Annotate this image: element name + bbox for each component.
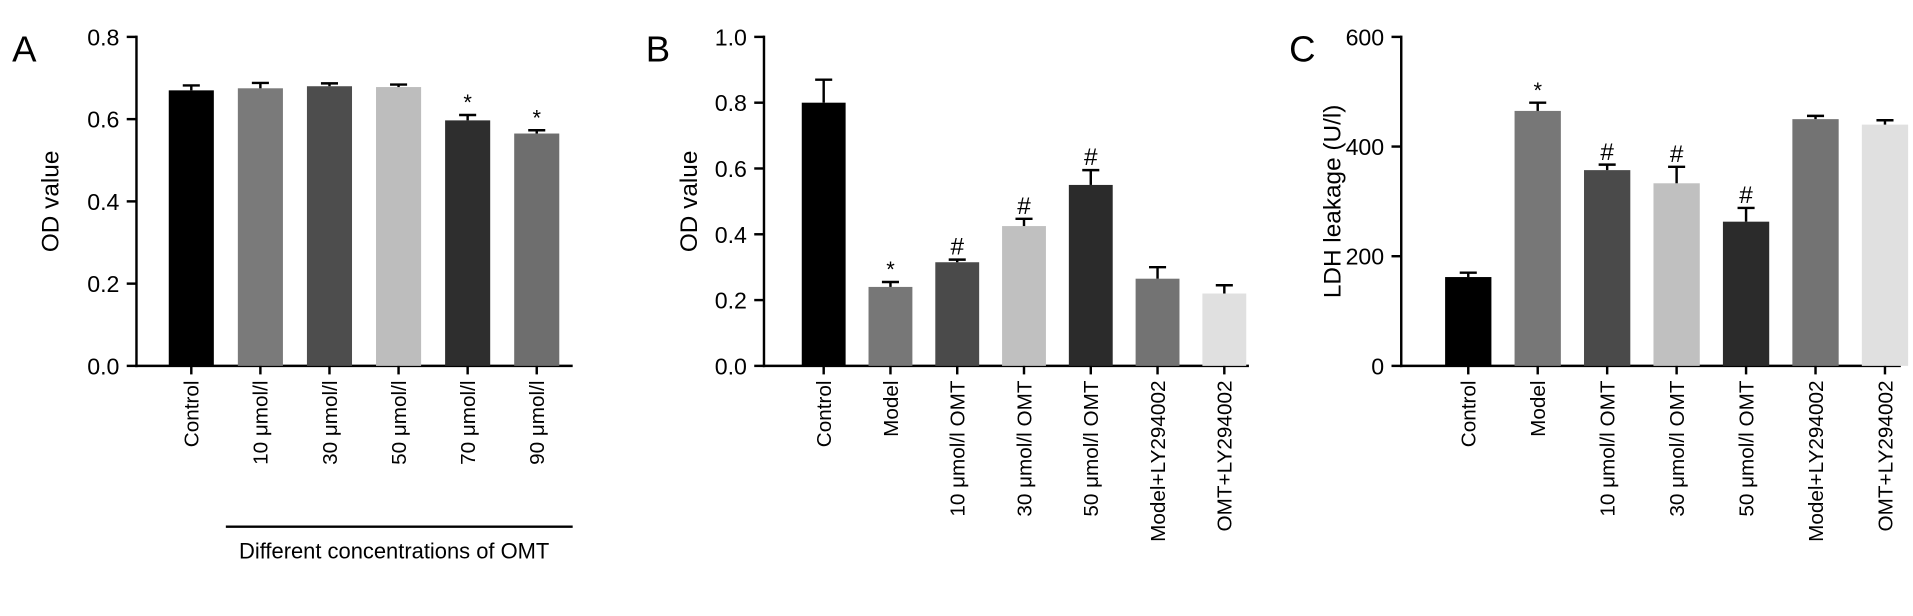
y-tick-label: 0.0 <box>715 353 747 379</box>
x-tick-label: OMT+LY294002 <box>1214 380 1237 531</box>
x-tick-label: 10 μmol/l <box>250 380 273 464</box>
bar <box>376 87 422 366</box>
bar <box>935 262 980 366</box>
x-tick-label: OMT+LY294002 <box>1874 380 1897 531</box>
bar <box>306 86 353 366</box>
bar <box>1068 184 1113 366</box>
panel-label: B <box>646 28 670 69</box>
y-tick-label: 0.6 <box>715 156 747 182</box>
y-tick-label: 0.0 <box>87 353 119 379</box>
bar <box>1584 170 1631 366</box>
bar <box>1792 119 1839 366</box>
significance-mark: * <box>463 90 472 115</box>
bar <box>1653 183 1700 366</box>
x-tick-label: 50 μmol/l <box>388 380 411 464</box>
x-tick-label: Model <box>1527 380 1550 436</box>
y-axis-label: OD value <box>37 151 64 253</box>
significance-mark: * <box>886 257 895 282</box>
x-tick-label: 70 μmol/l <box>457 380 480 464</box>
bar <box>445 120 491 366</box>
significance-mark: # <box>950 234 964 261</box>
x-tick-label: Control <box>813 380 836 447</box>
x-tick-label: 10 μmol/l OMT <box>947 380 970 517</box>
x-tick-label: Control <box>1458 380 1481 447</box>
y-axis-label: OD value <box>676 151 703 253</box>
x-tick-label: 30 μmol/l OMT <box>1666 380 1689 517</box>
y-tick-label: 0.8 <box>715 90 747 116</box>
y-tick-label: 0 <box>1371 353 1384 379</box>
y-tick-label: 0.2 <box>715 288 747 314</box>
bar <box>1135 278 1180 366</box>
bar <box>514 133 560 366</box>
x-tick-label: 50 μmol/l OMT <box>1080 380 1103 517</box>
y-tick-label: 1.0 <box>715 24 747 50</box>
y-tick-label: 0.4 <box>715 222 747 248</box>
bar <box>237 88 283 366</box>
significance-mark: # <box>1017 193 1031 220</box>
bar <box>1722 221 1770 366</box>
y-axis-label: LDH leakage (U/l) <box>1319 105 1346 299</box>
x-tick-label: Model+LY294002 <box>1805 380 1828 541</box>
y-tick-label: 200 <box>1346 244 1385 270</box>
x-tick-label: Control <box>181 380 204 447</box>
y-tick-label: 400 <box>1346 134 1385 160</box>
y-tick-label: 0.2 <box>87 271 119 297</box>
x-tick-label: 50 μmol/l OMT <box>1735 380 1758 517</box>
significance-mark: # <box>1670 141 1684 168</box>
significance-mark: * <box>532 105 541 130</box>
x-tick-label: 30 μmol/l OMT <box>1013 380 1036 517</box>
y-tick-label: 0.4 <box>87 189 119 215</box>
x-tick-label: 30 μmol/l <box>319 380 342 464</box>
y-tick-label: 600 <box>1346 24 1385 50</box>
y-tick-label: 0.8 <box>87 24 119 50</box>
significance-mark: # <box>1739 182 1753 209</box>
panel-label: A <box>12 28 37 69</box>
x-tick-label: Model <box>880 380 903 436</box>
bar <box>868 286 913 366</box>
group-label: Different concentrations of OMT <box>239 538 549 563</box>
bar <box>1002 226 1046 366</box>
bar <box>1445 277 1492 366</box>
bar <box>168 90 214 366</box>
x-tick-label: Model+LY294002 <box>1147 380 1170 541</box>
x-tick-label: 90 μmol/l <box>526 380 549 464</box>
bar <box>1202 293 1247 366</box>
y-tick-label: 0.6 <box>87 107 119 133</box>
panel-label: C <box>1289 28 1315 69</box>
significance-mark: # <box>1600 139 1614 166</box>
bar <box>1514 110 1561 366</box>
x-tick-label: 10 μmol/l OMT <box>1596 380 1619 517</box>
bar <box>801 102 846 366</box>
significance-mark: # <box>1084 144 1098 171</box>
significance-mark: * <box>1533 78 1542 103</box>
bar <box>1861 124 1909 366</box>
